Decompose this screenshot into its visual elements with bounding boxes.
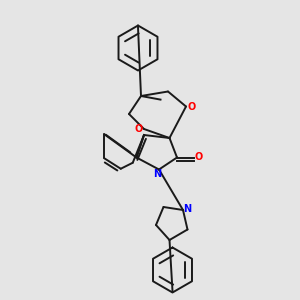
Text: N: N bbox=[183, 203, 192, 214]
Text: O: O bbox=[187, 101, 196, 112]
Text: N: N bbox=[153, 169, 162, 179]
Text: O: O bbox=[134, 124, 143, 134]
Text: O: O bbox=[195, 152, 203, 163]
